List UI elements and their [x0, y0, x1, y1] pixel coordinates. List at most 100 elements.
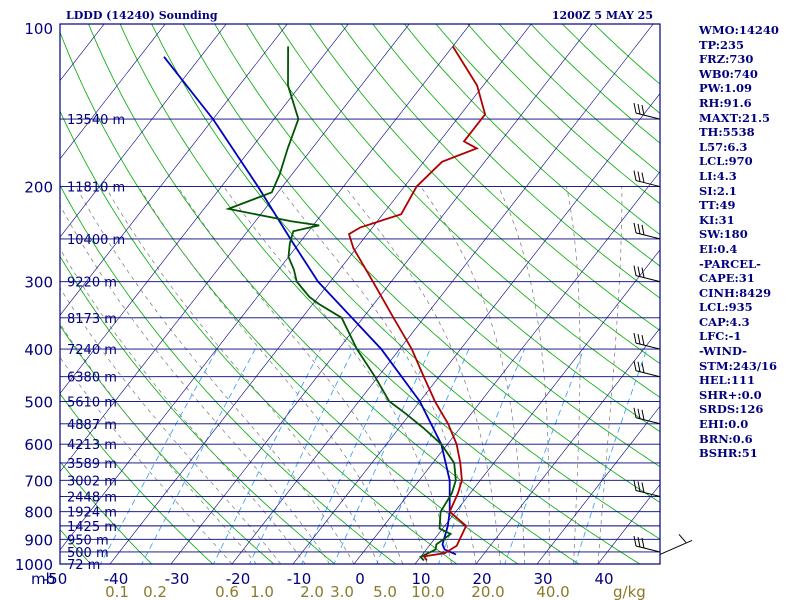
dry-adiabat-line	[245, 24, 660, 433]
plot-frame	[59, 23, 661, 565]
wind-barb-feather	[633, 222, 637, 233]
wind-barb-feather	[641, 537, 645, 549]
temperature-tick-label: 20	[472, 570, 491, 588]
diagram-grid	[60, 24, 660, 564]
wind-barb-feather	[637, 481, 641, 492]
wind-barb-feather	[637, 103, 641, 115]
mixing-ratio-tick-label: 0.6	[215, 583, 239, 600]
wind-barb-feather	[637, 223, 641, 234]
wind-barbs	[633, 102, 693, 555]
mixing-ratio-tick-label: 0.1	[105, 583, 129, 600]
wind-barb-feather	[637, 536, 641, 548]
temperature-tick-label: -40	[104, 570, 129, 588]
stat-ehi: EHI:0.0	[699, 417, 749, 432]
pressure-tick-label: 400	[24, 341, 53, 359]
wind-barb	[633, 535, 661, 553]
wind-barb	[633, 265, 661, 283]
moist-adiabat-line	[104, 186, 379, 564]
stat-maxt: MAXT:21.5	[699, 110, 770, 125]
isotherm-line	[109, 24, 532, 564]
isotherm-line	[170, 24, 593, 564]
stat-th: TH:5538	[699, 125, 755, 140]
stat-shr: SHR+:0.0	[699, 387, 762, 402]
height-label: 3589 m	[67, 457, 117, 472]
temperature-tick-label: 0	[355, 570, 365, 588]
dry-adiabat-line	[60, 184, 397, 564]
stat-cap: CAP:4.3	[699, 314, 750, 329]
isotherm-line	[60, 24, 288, 316]
stat-frz: FRZ:730	[699, 52, 754, 67]
dry-adiabat-line	[60, 461, 153, 564]
stat-wmo: WMO:14240	[699, 23, 779, 37]
dry-adiabat-line	[60, 324, 275, 564]
pressure-tick-label: 900	[24, 531, 53, 549]
dry-adiabat-line	[214, 24, 660, 468]
mixing-ratio-tick-label: 40.0	[536, 583, 569, 600]
height-label: 4887 m	[67, 418, 117, 433]
valid-time: 1200Z 5 MAY 25	[552, 9, 653, 22]
dry-adiabat-line	[403, 24, 660, 267]
wind-barb	[633, 102, 661, 120]
stat-ei: EI:0.4	[699, 241, 738, 256]
height-label: 11810 m	[67, 181, 125, 196]
temperature-tick-label: 10	[411, 570, 430, 588]
temperature-tick-label: -50	[43, 570, 68, 588]
wind-barb-feather	[641, 409, 645, 420]
stat-li: LI:4.3	[699, 168, 737, 183]
wind-barb-feather	[633, 360, 637, 371]
mixing-ratio-line	[99, 348, 218, 564]
stat-parcel-lcl: LCL:935	[699, 300, 753, 315]
dry-adiabat-line	[182, 24, 660, 503]
dry-adiabat-line	[309, 24, 660, 365]
height-label: 6380 m	[67, 371, 117, 386]
height-label: 9220 m	[67, 276, 117, 291]
wind-barb-feather	[633, 265, 637, 276]
pressure-tick-label: 200	[24, 179, 53, 197]
stat-hel: HEL:111	[699, 373, 755, 388]
section-parcel: -PARCEL-	[699, 256, 761, 271]
mixing-ratio-tick-label: 1.0	[250, 583, 274, 600]
moist-adiabat-line	[138, 186, 404, 564]
sounding-profiles	[163, 45, 487, 562]
pressure-tick-label: 700	[24, 472, 53, 490]
stat-l57: L57:6.3	[699, 139, 748, 154]
stat-tt: TT:49	[699, 198, 736, 213]
wind-barb-feather	[637, 266, 641, 277]
wind-barb-feather	[637, 171, 641, 182]
mixing-ratio-tick-label: 3.0	[330, 583, 354, 600]
mixing-ratio-tick-label: 10.0	[411, 583, 444, 600]
stat-wb0: WB0:740	[699, 66, 758, 81]
stat-stm: STM:243/16	[699, 358, 778, 373]
height-label: 950 m	[67, 533, 109, 548]
dry-adiabat-line	[88, 24, 580, 564]
mixing-ratio-tick-label: 0.2	[143, 583, 167, 600]
pressure-tick-label: 100	[24, 20, 53, 38]
stat-cape: CAPE:31	[699, 271, 755, 286]
temperature-tick-label: -20	[226, 570, 251, 588]
isotherm-line	[60, 24, 410, 473]
moist-adiabat-line	[60, 287, 282, 564]
height-label: 7240 m	[67, 343, 117, 358]
section-wind: -WIND-	[699, 344, 747, 359]
wind-barb-feather	[633, 333, 637, 344]
dry-adiabat-line	[60, 110, 458, 564]
isotherm-line	[353, 171, 660, 564]
isotherm-line	[292, 92, 660, 564]
isotherm-line	[231, 24, 654, 564]
mixing-ratio-line	[212, 348, 322, 564]
stat-cinh: CINH:8429	[699, 285, 772, 300]
stat-lfc: LFC:-1	[699, 329, 742, 344]
mixing-ratio-line	[376, 348, 470, 564]
stat-pw: PW:1.09	[699, 81, 753, 96]
moist-adiabat-line	[278, 186, 477, 564]
isotherm-line	[60, 24, 471, 551]
isotherm-line	[60, 24, 227, 238]
moist-adiabat-line	[597, 186, 623, 564]
wind-barb-feather	[633, 535, 637, 547]
temperature-profile-line	[347, 45, 487, 562]
pressure-tick-label: 500	[24, 393, 53, 411]
wind-barb-staff	[659, 539, 693, 555]
isotherm-line	[475, 327, 660, 564]
moist-adiabat-line	[566, 186, 581, 564]
